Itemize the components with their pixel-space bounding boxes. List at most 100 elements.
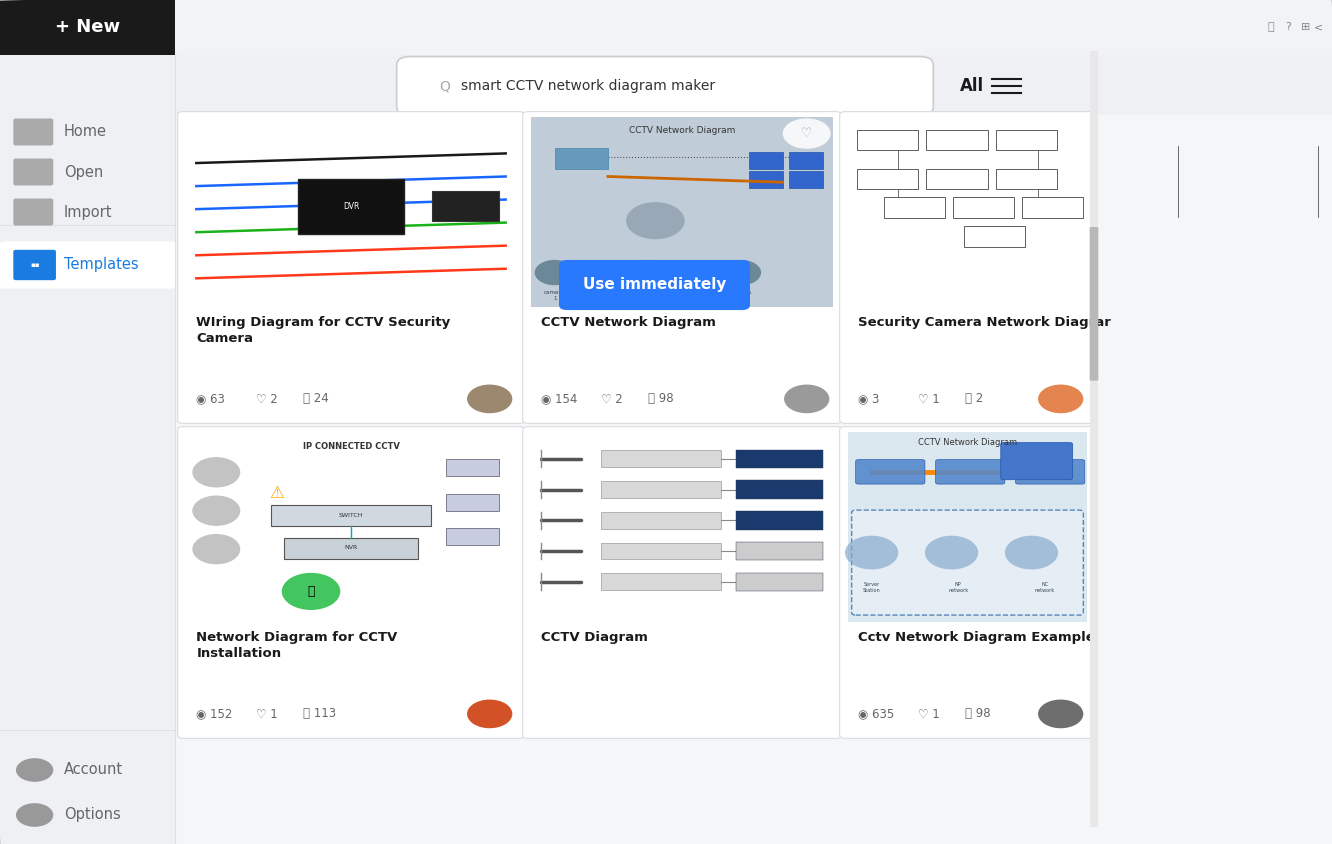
Text: Server
Station: Server Station [863, 582, 880, 593]
FancyBboxPatch shape [855, 460, 924, 484]
Circle shape [192, 534, 240, 565]
Text: CCTV Network Diagram: CCTV Network Diagram [629, 126, 735, 135]
Text: ♡ 1: ♡ 1 [256, 707, 278, 721]
Bar [601, 511, 721, 528]
FancyBboxPatch shape [926, 169, 987, 189]
FancyBboxPatch shape [522, 111, 842, 424]
Text: WIring Diagram for CCTV Security
Camera: WIring Diagram for CCTV Security Camera [196, 316, 450, 344]
FancyBboxPatch shape [13, 250, 56, 280]
Bar [847, 116, 1087, 307]
Bar [601, 481, 721, 498]
Text: camera
1: camera 1 [543, 290, 565, 301]
Text: ♡ 2: ♡ 2 [256, 392, 278, 405]
Text: All: All [960, 77, 984, 95]
Bar [847, 431, 1087, 622]
FancyBboxPatch shape [1000, 442, 1072, 479]
Text: ⚠: ⚠ [269, 484, 284, 502]
Circle shape [785, 385, 830, 414]
Bar [0, 55, 174, 844]
Text: IP CONNECTED CCTV: IP CONNECTED CCTV [302, 442, 400, 452]
Text: ◉ 63: ◉ 63 [196, 392, 225, 405]
Text: ◉ 635: ◉ 635 [858, 707, 895, 721]
Bar [737, 542, 823, 560]
FancyBboxPatch shape [963, 226, 1024, 246]
Bar [737, 450, 823, 468]
Circle shape [783, 118, 831, 149]
Circle shape [16, 758, 53, 782]
FancyBboxPatch shape [1015, 460, 1084, 484]
Text: ♡ 1: ♡ 1 [918, 392, 940, 405]
Text: Network Diagram for CCTV
Installation: Network Diagram for CCTV Installation [196, 630, 397, 660]
Text: ⎘ 113: ⎘ 113 [302, 707, 336, 721]
FancyBboxPatch shape [13, 118, 53, 145]
Text: ◉ 3: ◉ 3 [858, 392, 879, 405]
Text: ⎘ 24: ⎘ 24 [302, 392, 329, 405]
Bar [446, 459, 500, 476]
FancyBboxPatch shape [13, 198, 53, 225]
Bar [446, 494, 500, 511]
Text: Use immediately: Use immediately [583, 278, 726, 293]
FancyBboxPatch shape [856, 130, 918, 150]
FancyBboxPatch shape [995, 169, 1056, 189]
Text: Account: Account [64, 762, 123, 777]
FancyBboxPatch shape [0, 241, 174, 289]
Bar [737, 480, 823, 499]
Text: Options: Options [64, 808, 121, 823]
Circle shape [468, 385, 513, 414]
FancyBboxPatch shape [559, 260, 750, 310]
Bar [298, 179, 405, 234]
Text: ♡ 1: ♡ 1 [918, 707, 940, 721]
FancyBboxPatch shape [177, 426, 525, 738]
Circle shape [626, 202, 685, 239]
Bar [433, 191, 500, 220]
Bar [790, 171, 823, 188]
FancyBboxPatch shape [952, 197, 1014, 218]
Circle shape [1004, 536, 1058, 570]
Bar [530, 431, 834, 622]
Bar [185, 116, 517, 307]
Bar [285, 538, 418, 559]
Text: Templates: Templates [64, 257, 139, 273]
Bar [790, 152, 823, 169]
Bar [601, 543, 721, 560]
Bar [601, 573, 721, 590]
Circle shape [627, 260, 667, 285]
Bar [601, 451, 721, 468]
Text: <: < [1315, 23, 1323, 33]
Text: Open: Open [64, 165, 103, 180]
Text: Import: Import [64, 204, 112, 219]
Bar [1090, 51, 1098, 827]
FancyBboxPatch shape [177, 111, 525, 424]
Circle shape [1038, 700, 1083, 728]
Text: ⎘ 2: ⎘ 2 [964, 392, 983, 405]
Circle shape [16, 803, 53, 827]
Circle shape [721, 260, 761, 285]
Bar [174, 55, 1332, 115]
Text: NP
network: NP network [948, 582, 968, 593]
Circle shape [192, 495, 240, 526]
FancyBboxPatch shape [851, 510, 1083, 615]
Text: ♡ 2: ♡ 2 [601, 392, 623, 405]
Text: ◉ 152: ◉ 152 [196, 707, 233, 721]
Text: camera
3: camera 3 [730, 290, 751, 301]
Circle shape [534, 260, 574, 285]
Circle shape [468, 700, 513, 728]
Text: CCTV Network Diagram: CCTV Network Diagram [918, 438, 1018, 447]
FancyBboxPatch shape [926, 130, 987, 150]
Circle shape [844, 536, 898, 570]
FancyBboxPatch shape [839, 426, 1095, 738]
Text: ?: ? [1285, 23, 1291, 33]
Bar [446, 528, 500, 545]
FancyBboxPatch shape [995, 130, 1056, 150]
Text: CCTV Network Diagram: CCTV Network Diagram [541, 316, 717, 328]
Text: ▪▪: ▪▪ [29, 262, 40, 268]
Text: Q: Q [440, 79, 450, 93]
Text: DVR: DVR [342, 202, 360, 211]
Text: ♡: ♡ [801, 127, 813, 140]
FancyBboxPatch shape [0, 0, 174, 55]
FancyBboxPatch shape [883, 197, 944, 218]
Text: 🌐: 🌐 [308, 585, 314, 598]
Circle shape [924, 536, 978, 570]
Text: Security Camera Network Diagrar: Security Camera Network Diagrar [858, 316, 1111, 328]
Bar [737, 511, 823, 529]
